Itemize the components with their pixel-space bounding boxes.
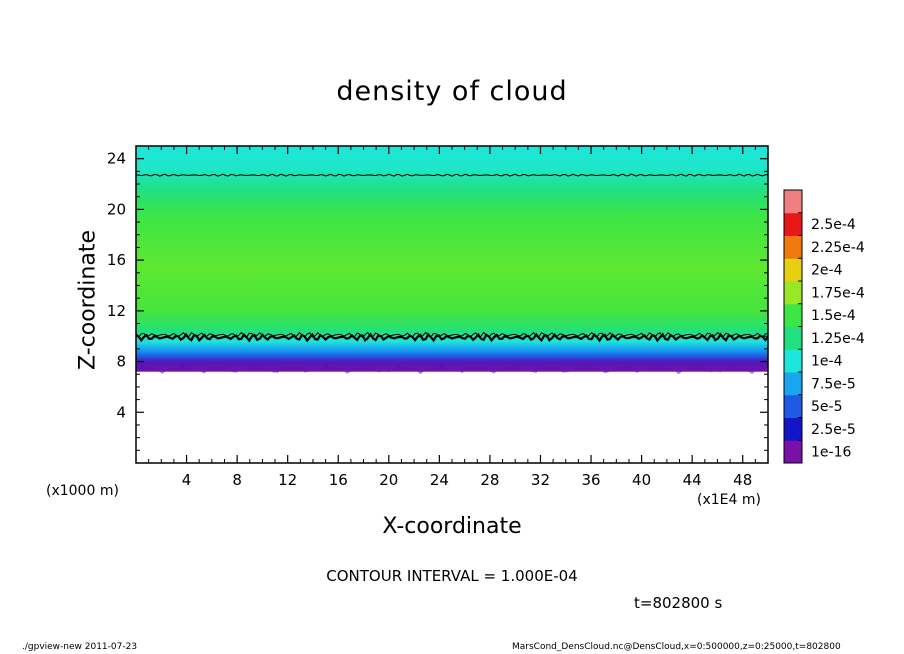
colorbar-label: 2e-4 (811, 263, 843, 279)
x-tick-label: 48 (733, 471, 752, 489)
y-tick-label: 4 (116, 403, 126, 421)
colorbar-label: 2.25e-4 (811, 240, 865, 256)
colorbar-label: 1.25e-4 (811, 331, 865, 347)
x-tick-label: 4 (182, 471, 192, 489)
x-tick-label: 8 (232, 471, 242, 489)
y-tick-label: 16 (107, 251, 126, 269)
colorbar-segment (784, 372, 802, 396)
colorbar-label: 1.75e-4 (811, 285, 865, 301)
x-tick-label: 12 (278, 471, 297, 489)
colorbar-segment (784, 394, 802, 418)
cloud-base-band (136, 359, 768, 375)
x-tick-label: 20 (379, 471, 398, 489)
y-tick-label: 24 (107, 150, 126, 168)
y-axis: 4 8 12 16 20 24 (107, 150, 768, 451)
density-field (136, 146, 768, 375)
contour-interval-label: CONTOUR INTERVAL = 1.000E-04 (326, 567, 578, 585)
colorbar-segment (784, 326, 802, 350)
colorbar-label: 2.5e-4 (811, 217, 856, 233)
x-axis-label: X-coordinate (382, 514, 522, 539)
colorbar-segment (784, 417, 802, 441)
x-tick-label: 28 (480, 471, 499, 489)
x-tick-label: 44 (683, 471, 702, 489)
colorbar: 1e-16 2.5e-5 5e-5 7.5e-5 1e-4 1.25e-4 1.5e-4 1.… (783, 189, 865, 464)
colorbar-segment (784, 190, 802, 214)
colorbar-label: 7.5e-5 (811, 376, 856, 392)
colorbar-label: 2.5e-5 (811, 422, 856, 438)
contour-line-low-detail (135, 331, 769, 339)
x-axis: 4 8 12 16 20 24 28 32 36 40 44 48 (148, 146, 756, 489)
x-tick-label: 16 (329, 471, 348, 489)
x-unit-right-label: (x1E4 m) (697, 492, 761, 508)
colorbar-label: 5e-5 (811, 399, 842, 415)
colorbar-segment (784, 349, 802, 373)
x-tick-label: 40 (632, 471, 651, 489)
x-tick-label: 32 (531, 471, 550, 489)
colorbar-segment (784, 235, 802, 259)
time-label: t=802800 s (634, 594, 723, 612)
footer-right-text: MarsCond_DensCloud.nc@DensCloud,x=0:5000… (512, 642, 841, 652)
colorbar-segment (784, 258, 802, 282)
x-tick-label: 24 (430, 471, 449, 489)
x-unit-left-label: (x1000 m) (46, 483, 119, 499)
y-tick-label: 8 (116, 353, 126, 371)
contour-lines (135, 173, 769, 343)
y-axis-label: Z-coordinate (75, 230, 101, 370)
footer-left-text: ./gpview-new 2011-07-23 (22, 642, 138, 652)
colorbar-label: 1.5e-4 (811, 308, 856, 324)
colorbar-label: 1e-4 (811, 354, 843, 370)
colorbar-segment (784, 212, 802, 236)
contour-line-high (135, 173, 768, 177)
x-tick-label: 36 (581, 471, 600, 489)
colorbar-segment (784, 281, 802, 305)
contour-line-low (135, 332, 769, 343)
colorbar-label: 1e-16 (811, 445, 851, 461)
y-tick-label: 12 (107, 302, 126, 320)
chart-title: density of cloud (336, 76, 568, 107)
colorbar-segment (784, 303, 802, 327)
colorbar-segment (784, 440, 802, 464)
y-tick-label: 20 (107, 200, 126, 218)
